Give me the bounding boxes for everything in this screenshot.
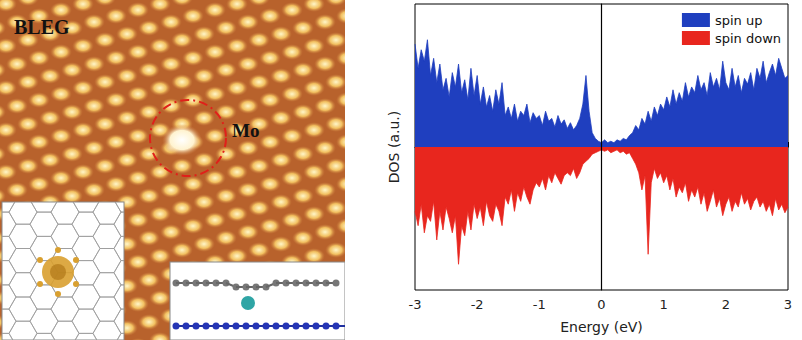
svg-text:BLEG: BLEG	[14, 16, 70, 38]
svg-text:-3: -3	[409, 297, 422, 312]
svg-text:2: 2	[722, 297, 730, 312]
svg-text:spin up: spin up	[715, 13, 763, 28]
svg-text:3: 3	[784, 297, 792, 312]
svg-text:Energy (eV): Energy (eV)	[560, 319, 643, 335]
svg-text:1: 1	[660, 297, 668, 312]
svg-text:spin down: spin down	[715, 31, 781, 46]
svg-text:-1: -1	[533, 297, 546, 312]
svg-text:Mo: Mo	[232, 120, 259, 141]
svg-text:0: 0	[597, 297, 605, 312]
svg-text:DOS (a.u.): DOS (a.u.)	[386, 111, 402, 183]
svg-text:-2: -2	[471, 297, 484, 312]
